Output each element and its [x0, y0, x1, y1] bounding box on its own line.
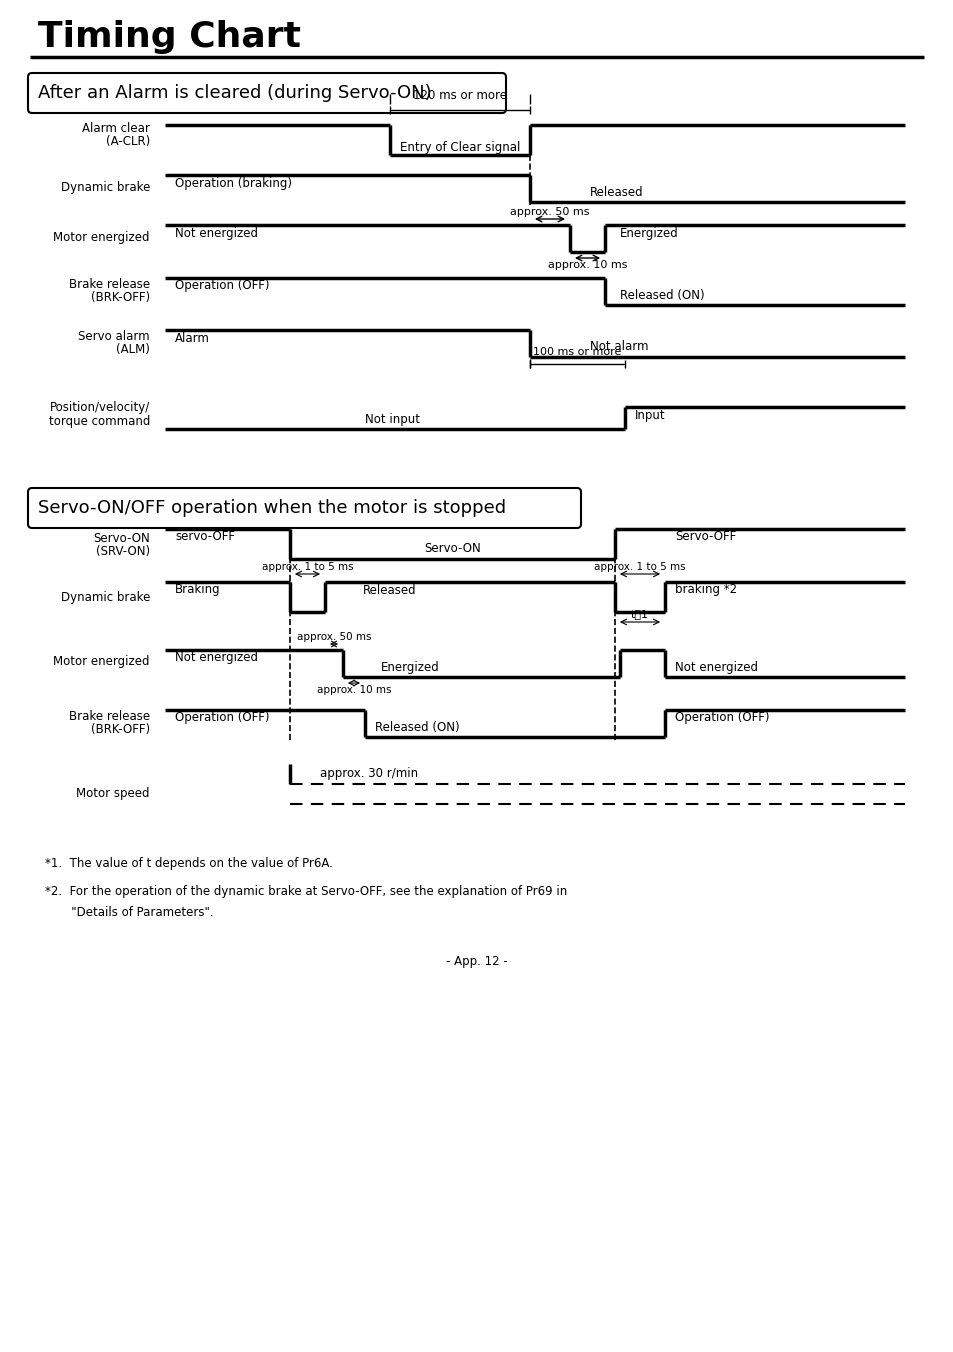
Text: Operation (OFF): Operation (OFF) — [174, 280, 269, 292]
Text: *1.  The value of t depends on the value of Pr6A.: *1. The value of t depends on the value … — [45, 857, 333, 871]
Text: Not alarm: Not alarm — [589, 341, 648, 353]
Text: Dynamic brake: Dynamic brake — [61, 181, 150, 193]
Text: Brake release: Brake release — [69, 279, 150, 292]
Text: approx. 10 ms: approx. 10 ms — [547, 260, 626, 270]
Text: 100 ms or more: 100 ms or more — [533, 347, 621, 357]
Text: Released: Released — [589, 185, 643, 199]
Text: approx. 1 to 5 ms: approx. 1 to 5 ms — [261, 562, 353, 572]
Text: Motor energized: Motor energized — [53, 230, 150, 243]
Text: approx. 1 to 5 ms: approx. 1 to 5 ms — [594, 562, 685, 572]
Text: Position/velocity/: Position/velocity/ — [50, 400, 150, 414]
Text: Operation (OFF): Operation (OFF) — [675, 711, 769, 725]
Text: (A-CLR): (A-CLR) — [106, 135, 150, 149]
Text: approx. 50 ms: approx. 50 ms — [296, 631, 371, 642]
Text: torque command: torque command — [49, 415, 150, 429]
Text: servo-OFF: servo-OFF — [174, 530, 234, 544]
Text: Energized: Energized — [380, 661, 439, 673]
Text: Alarm: Alarm — [174, 331, 210, 345]
Text: approx. 50 ms: approx. 50 ms — [510, 207, 589, 218]
Text: *2.  For the operation of the dynamic brake at Servo-OFF, see the explanation of: *2. For the operation of the dynamic bra… — [45, 886, 567, 899]
Text: t＊1: t＊1 — [630, 608, 648, 619]
Text: Alarm clear: Alarm clear — [82, 123, 150, 135]
Text: Motor energized: Motor energized — [53, 656, 150, 668]
Text: Operation (OFF): Operation (OFF) — [174, 711, 269, 725]
Text: (ALM): (ALM) — [116, 343, 150, 357]
Text: Released: Released — [363, 584, 416, 596]
Text: Motor speed: Motor speed — [76, 787, 150, 800]
Text: Released (ON): Released (ON) — [375, 721, 459, 734]
Text: Not energized: Not energized — [174, 227, 257, 239]
Text: Entry of Clear signal: Entry of Clear signal — [399, 141, 519, 154]
Text: (BRK-OFF): (BRK-OFF) — [91, 292, 150, 304]
Text: (SRV-ON): (SRV-ON) — [95, 545, 150, 558]
Text: (BRK-OFF): (BRK-OFF) — [91, 723, 150, 737]
FancyBboxPatch shape — [28, 73, 505, 114]
Text: Servo-ON/OFF operation when the motor is stopped: Servo-ON/OFF operation when the motor is… — [38, 499, 506, 516]
Text: After an Alarm is cleared (during Servo-ON): After an Alarm is cleared (during Servo-… — [38, 84, 431, 101]
Text: Not input: Not input — [365, 412, 419, 426]
Text: Dynamic brake: Dynamic brake — [61, 591, 150, 603]
Text: Released (ON): Released (ON) — [619, 288, 704, 301]
Text: Energized: Energized — [619, 227, 678, 239]
Text: Servo-OFF: Servo-OFF — [675, 530, 736, 544]
Text: 120 ms or more: 120 ms or more — [413, 89, 506, 101]
Text: Servo-ON: Servo-ON — [93, 533, 150, 545]
Text: braking *2: braking *2 — [675, 584, 737, 596]
Text: "Details of Parameters".: "Details of Parameters". — [45, 906, 213, 918]
Text: Servo alarm: Servo alarm — [78, 330, 150, 343]
FancyBboxPatch shape — [28, 488, 580, 529]
Text: approx. 10 ms: approx. 10 ms — [316, 685, 391, 695]
Text: Brake release: Brake release — [69, 711, 150, 723]
Text: Servo-ON: Servo-ON — [424, 542, 480, 556]
Text: Operation (braking): Operation (braking) — [174, 177, 292, 189]
Text: Timing Chart: Timing Chart — [38, 20, 301, 54]
Text: Braking: Braking — [174, 584, 220, 596]
Text: - App. 12 -: - App. 12 - — [446, 956, 507, 968]
Text: Input: Input — [635, 408, 665, 422]
Text: Not energized: Not energized — [675, 661, 758, 673]
Text: approx. 30 r/min: approx. 30 r/min — [319, 768, 417, 780]
Text: Not energized: Not energized — [174, 652, 257, 664]
